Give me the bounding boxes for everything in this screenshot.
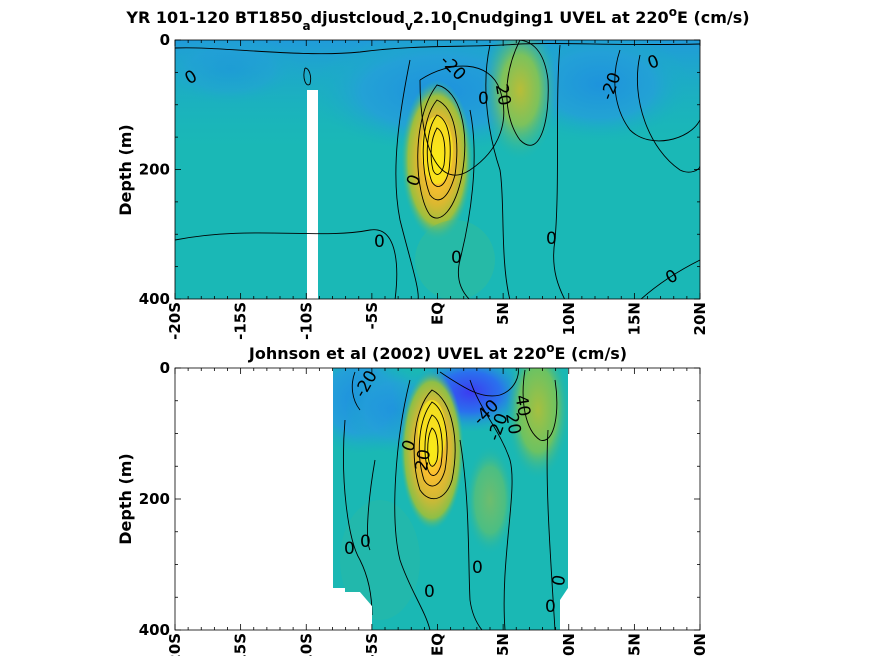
x-tick-label: 15N <box>625 302 643 335</box>
y-tick-label: 400 <box>139 290 170 308</box>
x-tick-label: -15S <box>232 633 250 656</box>
contour-label: 20 <box>412 448 435 473</box>
x-tick-label: 20N <box>691 302 709 335</box>
contour-label: 0 <box>424 582 435 602</box>
x-tick-label: 15N <box>625 633 643 656</box>
x-tick-label: 5N <box>494 633 512 656</box>
contour-label: 0 <box>545 597 556 617</box>
x-tick-label: 10N <box>560 302 578 335</box>
x-tick-label: -20S <box>166 633 184 656</box>
contour-label: 40 <box>510 393 533 418</box>
contour-label: 0 <box>360 532 371 552</box>
x-tick-label: -20S <box>166 302 184 340</box>
contour-label: 20 <box>491 83 514 108</box>
panel-bottom-field: -20 0 20 -40 -20 40 20 0 0 0 0 0 0 <box>333 368 571 630</box>
contour-label: 20 <box>501 411 524 436</box>
x-tick-label: EQ <box>429 302 447 325</box>
x-tick-label: -15S <box>232 302 250 340</box>
y-tick-label: 0 <box>160 359 170 377</box>
x-tick-label: -10S <box>297 302 315 340</box>
panel-top-contours <box>175 40 700 299</box>
y-tick-label: 400 <box>139 621 170 639</box>
panel-top-title: YR 101-120 BT1850adjustcloudv2.10ICnudgi… <box>125 5 749 33</box>
panel-top-field: 0 -20 20 0 -20 0 0 0 0 0 0 <box>175 40 700 299</box>
panel-top-ylabel: Depth (m) <box>116 124 135 216</box>
x-tick-label: 5N <box>494 302 512 325</box>
y-tick-label: 200 <box>139 161 170 179</box>
contour-label: 0 <box>549 573 571 587</box>
y-tick-label: 0 <box>160 31 170 49</box>
contour-label: 0 <box>374 232 385 252</box>
x-tick-label: -5S <box>363 633 381 656</box>
x-tick-label: EQ <box>429 633 447 656</box>
panel-top: YR 101-120 BT1850adjustcloudv2.10ICnudgi… <box>116 5 750 340</box>
panel-bottom-ylabel: Depth (m) <box>116 453 135 545</box>
contour-label: 0 <box>451 248 462 268</box>
x-tick-label: 20N <box>691 633 709 656</box>
x-tick-label: 10N <box>560 633 578 656</box>
x-tick-label: -5S <box>363 302 381 329</box>
panel-bottom-contours <box>343 368 558 630</box>
contour-label: 0 <box>344 539 355 559</box>
x-tick-label: -10S <box>297 633 315 656</box>
contour-label: 0 <box>478 89 489 109</box>
contour-label: 0 <box>472 558 483 578</box>
contour-label: 0 <box>546 229 557 249</box>
panel-bottom-title: Johnson et al (2002) UVEL at 220oE (cm/s… <box>248 341 627 363</box>
y-tick-label: 200 <box>139 490 170 508</box>
panel-bottom: Johnson et al (2002) UVEL at 220oE (cm/s… <box>116 341 709 656</box>
